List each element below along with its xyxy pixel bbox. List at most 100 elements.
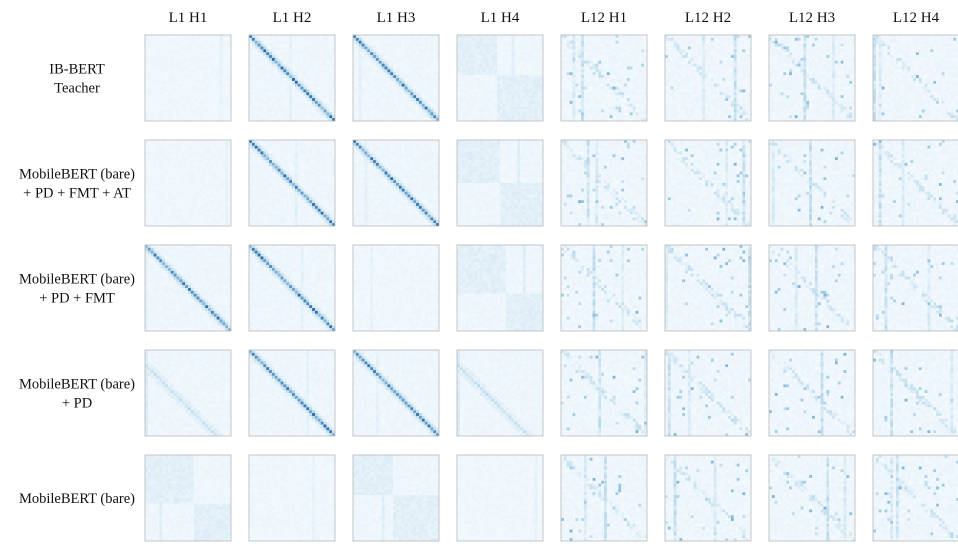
heatmap-cell [413,38,416,41]
heatmap-cell [275,35,278,38]
heatmap-cell [275,104,278,107]
heatmap-cell [306,55,309,58]
heatmap-cell [503,84,506,87]
heatmap-cell [165,67,168,70]
heatmap-cell [182,52,185,55]
heatmap-cell [520,52,523,55]
heatmap-cell [292,46,295,49]
heatmap-cell [275,69,278,72]
heatmap-cell [523,41,526,44]
heatmap-cell [500,55,503,58]
heatmap-cell [407,84,410,87]
heatmap-cell [145,95,148,98]
heatmap-cell [509,55,512,58]
heatmap-cell [315,101,318,104]
heatmap-cell [168,84,171,87]
heatmap-cell [483,69,486,72]
heatmap-cell [278,67,281,70]
heatmap-cell [489,89,492,92]
heatmap-cell [428,81,431,84]
heatmap-cell [428,87,431,90]
heatmap-cell [303,104,306,107]
heatmap-cell [255,49,258,52]
heatmap-cell [156,44,159,47]
heatmap-cell [477,46,480,49]
heatmap-cell [433,41,436,44]
heatmap-cell [402,115,405,118]
heatmap-cell [298,78,301,81]
heatmap-cell [283,87,286,90]
heatmap-cell [154,112,157,115]
heatmap-cell [514,81,517,84]
heatmap-cell [159,58,162,61]
heatmap-cell [188,92,191,95]
heatmap-cell [526,64,529,67]
heatmap-cell [225,98,228,101]
heatmap-cell [367,61,370,64]
heatmap-cell [367,46,370,49]
heatmap-cell [480,81,483,84]
heatmap-cell [503,78,506,81]
heatmap-cell [249,41,252,44]
heatmap-cell [413,84,416,87]
heatmap-cell [422,101,425,104]
heatmap-cell [171,52,174,55]
heatmap-cell [208,69,211,72]
heatmap-cell [306,38,309,41]
heatmap-cell [497,78,500,81]
heatmap-cell [506,55,509,58]
heatmap-cell [321,41,324,44]
heatmap-cell [532,52,535,55]
heatmap-cell [387,72,390,75]
heatmap-cell [278,49,281,52]
heatmap-cell [145,64,148,67]
heatmap-cell [197,87,200,90]
heatmap-cell [278,55,281,58]
heatmap-cell [292,64,295,67]
heatmap-cell [222,107,225,110]
heatmap-cell [151,35,154,38]
heatmap-cell [217,89,220,92]
heatmap-cell [382,84,385,87]
heatmap-cell [523,35,526,38]
heatmap-cell [407,87,410,90]
heatmap-cell [466,89,469,92]
heatmap-cell [520,89,523,92]
heatmap-cell [249,44,252,47]
heatmap-cell [486,44,489,47]
heatmap-cell [419,81,422,84]
heatmap-cell [419,64,422,67]
heatmap-cell [529,75,532,78]
heatmap-cell [405,38,408,41]
heatmap-cell [283,46,286,49]
heatmap-cell [252,81,255,84]
heatmap-cell [278,110,281,113]
heatmap-cell [413,61,416,64]
heatmap-cell [217,87,220,90]
heatmap-cell [266,64,269,67]
heatmap-cell [148,64,151,67]
heatmap-cell [503,81,506,84]
heatmap-cell [306,81,309,84]
heatmap-cell [491,81,494,84]
heatmap-cell [471,61,474,64]
heatmap-cell [145,41,148,44]
heatmap-cell [324,61,327,64]
heatmap-cell [494,69,497,72]
heatmap-cell [289,78,292,81]
heatmap-cell [281,55,284,58]
heatmap-cell [520,55,523,58]
heatmap-cell [191,67,194,70]
heatmap-cell [191,115,194,118]
heatmap-cell [162,38,165,41]
heatmap-cell [468,64,471,67]
heatmap-cell [309,104,312,107]
heatmap-cell [151,46,154,49]
heatmap-cell [362,35,365,38]
heatmap-cell [283,98,286,101]
heatmap-cell [413,72,416,75]
heatmap-cell [500,69,503,72]
heatmap-cell [182,35,185,38]
heatmap-cell [309,115,312,118]
heatmap-cell [509,78,512,81]
